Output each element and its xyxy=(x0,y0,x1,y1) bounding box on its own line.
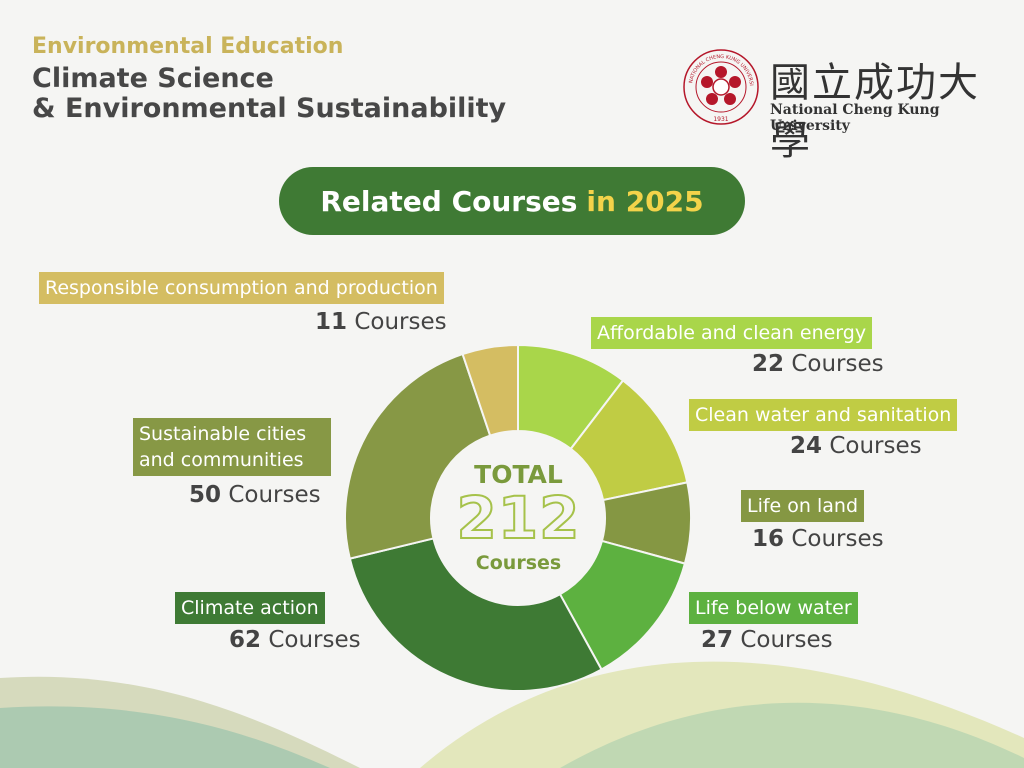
slice-unit: Courses xyxy=(791,526,884,552)
slice-label-life-on-land: Life on land xyxy=(741,490,865,522)
kicker-title: Environmental Education xyxy=(32,34,344,59)
banner-text: Related Courses xyxy=(320,184,578,218)
university-seal-icon: NATIONAL CHENG KUNG UNIVERSITY 1931 xyxy=(682,48,759,125)
slice-count-sustainable-cities: 50 Courses xyxy=(189,482,321,508)
background-waves xyxy=(0,661,1024,768)
slice-unit: Courses xyxy=(354,309,447,335)
slice-value: 62 xyxy=(229,627,262,653)
total-value: 212 xyxy=(455,483,581,553)
seal-year: 1931 xyxy=(713,116,728,123)
title-line-2: & Environmental Sustainability xyxy=(32,93,507,124)
university-logo: NATIONAL CHENG KUNG UNIVERSITY 1931 國立成功… xyxy=(682,48,1002,164)
title-line-1: Climate Science xyxy=(32,63,274,94)
slice-value: 16 xyxy=(752,526,785,552)
slice-unit: Courses xyxy=(829,433,922,459)
wave-green xyxy=(560,702,1024,768)
slice-value: 24 xyxy=(790,433,823,459)
slice-count-clean-water: 24 Courses xyxy=(790,433,922,459)
slice-value: 50 xyxy=(189,482,222,508)
banner-year: in 2025 xyxy=(586,184,704,218)
slice-unit: Courses xyxy=(268,627,361,653)
slice-count-responsible-consumption: 11 Courses xyxy=(315,309,447,335)
university-name-en: National Cheng Kung University xyxy=(770,102,940,134)
slice-label-affordable-energy: Affordable and clean energy xyxy=(591,317,873,349)
wave-teal xyxy=(0,706,330,768)
slice-label-clean-water: Clean water and sanitation xyxy=(689,399,958,431)
donut-hole xyxy=(431,431,605,605)
slice-value: 11 xyxy=(315,309,348,335)
slice-count-affordable-energy: 22 Courses xyxy=(752,351,884,377)
slice-value: 27 xyxy=(701,627,734,653)
slice-label-responsible-consumption: Responsible consumption and production xyxy=(39,272,444,304)
total-label: TOTAL xyxy=(474,460,563,489)
slice-label-climate-action: Climate action xyxy=(175,592,325,624)
page-title: Climate Science & Environmental Sustaina… xyxy=(32,64,506,124)
slice-unit: Courses xyxy=(740,627,833,653)
total-unit: Courses xyxy=(475,552,562,574)
slice-unit: Courses xyxy=(228,482,321,508)
slice-unit: Courses xyxy=(791,351,884,377)
slice-value: 22 xyxy=(752,351,785,377)
slice-label-sustainable-cities: Sustainable cities and communities xyxy=(133,418,331,476)
slice-count-life-below-water: 27 Courses xyxy=(701,627,833,653)
slice-label-life-below-water: Life below water xyxy=(689,592,858,624)
slice-count-life-on-land: 16 Courses xyxy=(752,526,884,552)
slice-count-climate-action: 62 Courses xyxy=(229,627,361,653)
related-courses-banner: Related Courses in 2025 xyxy=(279,167,745,235)
university-name-cjk: 國立成功大學 xyxy=(770,60,980,164)
